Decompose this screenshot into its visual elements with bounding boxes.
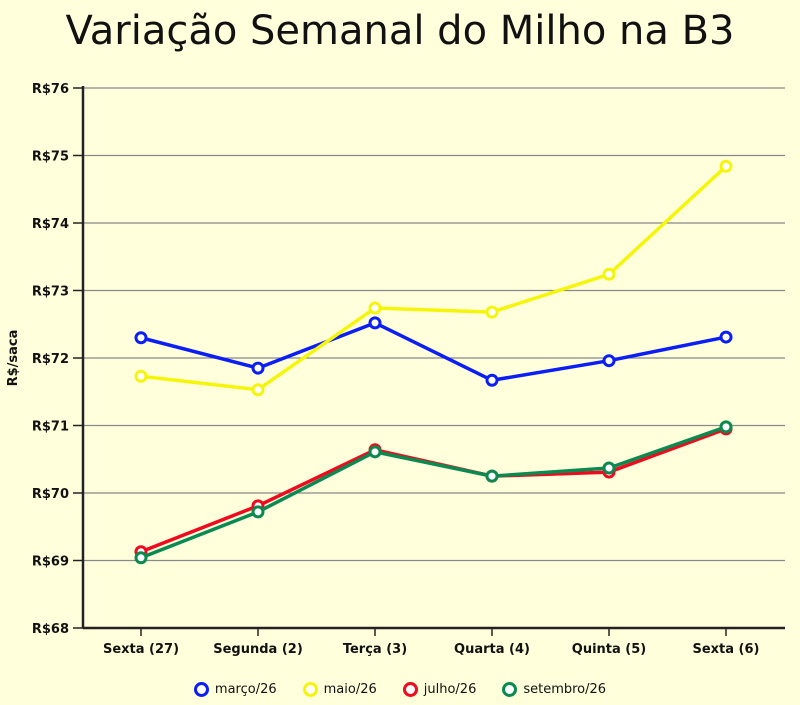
legend-marker-icon xyxy=(402,682,418,697)
legend-label: julho/26 xyxy=(423,682,477,697)
data-point xyxy=(368,301,382,315)
y-tick-label: R$75 xyxy=(32,150,69,165)
y-tick-label: R$72 xyxy=(32,352,69,367)
legend-item[interactable]: maio/26 xyxy=(302,682,377,697)
series-line-maio/26 xyxy=(140,165,728,392)
x-tick-label: Sexta (6) xyxy=(692,642,759,657)
data-point xyxy=(485,469,499,483)
series-line-julho/26 xyxy=(140,427,727,554)
x-tick-label: Sexta (27) xyxy=(103,642,179,657)
legend-item[interactable]: setembro/26 xyxy=(502,682,606,697)
legend-marker-icon xyxy=(302,682,318,697)
x-tick-label: Segunda (2) xyxy=(213,642,303,657)
legend-marker-icon xyxy=(502,682,518,697)
data-point xyxy=(251,383,265,397)
data-point xyxy=(134,331,148,345)
x-tick-label: Quarta (4) xyxy=(454,642,530,657)
legend-label: março/26 xyxy=(214,682,277,697)
legend: março/26 maio/26 julho/26 setembro/26 xyxy=(0,682,800,697)
data-point xyxy=(719,159,733,173)
legend-label: maio/26 xyxy=(323,682,377,697)
y-tick-label: R$73 xyxy=(32,285,69,300)
legend-label: setembro/26 xyxy=(523,682,607,697)
data-point xyxy=(368,316,382,330)
data-point xyxy=(134,551,148,565)
series-line-setembro/26 xyxy=(140,425,727,560)
y-tick-label: R$68 xyxy=(32,622,69,637)
legend-item[interactable]: julho/26 xyxy=(402,682,477,697)
data-point xyxy=(719,330,733,344)
data-point xyxy=(485,305,499,319)
y-tick-label: R$69 xyxy=(32,555,69,570)
data-point xyxy=(251,361,265,375)
data-point xyxy=(251,505,265,519)
x-tick-label: Terça (3) xyxy=(343,642,407,657)
legend-item[interactable]: março/26 xyxy=(193,682,277,697)
data-point xyxy=(368,445,382,459)
data-point xyxy=(602,267,616,281)
y-tick-label: R$74 xyxy=(32,217,69,232)
chart-title: Variação Semanal do Milho na B3 xyxy=(65,8,735,54)
y-tick-label: R$71 xyxy=(32,420,69,435)
data-point xyxy=(719,420,733,434)
data-point xyxy=(602,354,616,368)
y-tick-label: R$76 xyxy=(32,82,69,97)
data-point xyxy=(602,461,616,475)
data-point xyxy=(134,369,148,383)
data-point xyxy=(485,373,499,387)
y-tick-label: R$70 xyxy=(32,487,69,502)
legend-marker-icon xyxy=(193,682,209,697)
x-tick-label: Quinta (5) xyxy=(572,642,646,657)
series-line-março/26 xyxy=(140,321,727,383)
y-axis-label: R$/saca xyxy=(6,330,21,387)
